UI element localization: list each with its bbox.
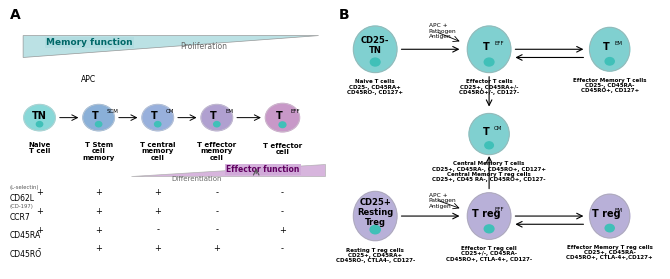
Text: +: + bbox=[279, 225, 286, 235]
Text: CD45RA: CD45RA bbox=[10, 231, 42, 240]
Text: CCR7: CCR7 bbox=[10, 213, 31, 222]
Text: EM: EM bbox=[614, 208, 622, 213]
Circle shape bbox=[484, 225, 494, 233]
Text: APC +
Pathogen
Antigen: APC + Pathogen Antigen bbox=[429, 193, 456, 209]
Text: -: - bbox=[281, 207, 284, 216]
Text: Effector T cells
CD25+, CD45RA+/-
CD45RO+/-, CD127-: Effector T cells CD25+, CD45RA+/- CD45RO… bbox=[459, 79, 519, 95]
Text: B: B bbox=[338, 8, 349, 22]
Circle shape bbox=[279, 122, 286, 128]
Ellipse shape bbox=[354, 191, 397, 241]
Text: +: + bbox=[154, 207, 161, 216]
Text: T effector
cell: T effector cell bbox=[263, 143, 302, 155]
Text: EM: EM bbox=[614, 41, 622, 46]
Ellipse shape bbox=[590, 27, 630, 71]
Text: APC +
Pathogen
Antigen: APC + Pathogen Antigen bbox=[429, 23, 456, 39]
Circle shape bbox=[485, 142, 493, 149]
Text: Memory function: Memory function bbox=[46, 38, 133, 47]
Text: Naive
T cell: Naive T cell bbox=[28, 142, 51, 154]
Text: CM: CM bbox=[494, 126, 502, 131]
Text: (L-selectin): (L-selectin) bbox=[10, 185, 40, 190]
Circle shape bbox=[265, 104, 299, 132]
Circle shape bbox=[484, 58, 494, 66]
Text: +: + bbox=[95, 225, 102, 235]
Text: T: T bbox=[92, 111, 98, 121]
Text: Central Memory T cells
CD25+, CD45RA-, CD45RO+, CD127+
Central Memory T reg cell: Central Memory T cells CD25+, CD45RA-, C… bbox=[432, 161, 546, 182]
Polygon shape bbox=[23, 36, 319, 57]
Text: EFF: EFF bbox=[494, 40, 504, 45]
Text: -: - bbox=[281, 244, 284, 253]
Text: T Stem
cell
memory: T Stem cell memory bbox=[82, 142, 115, 161]
Text: T: T bbox=[151, 111, 158, 121]
Circle shape bbox=[201, 105, 232, 131]
Text: T central
memory
cell: T central memory cell bbox=[140, 142, 176, 161]
Text: -: - bbox=[156, 225, 159, 235]
Text: +: + bbox=[95, 188, 102, 197]
Text: EFF: EFF bbox=[494, 207, 504, 212]
Text: SCM: SCM bbox=[107, 109, 119, 114]
Text: A: A bbox=[10, 8, 21, 22]
Circle shape bbox=[155, 122, 161, 127]
Text: Effector T reg cell
CD25+/-, CD45RA-
CD45RO+, CTLA-4+, CD127-: Effector T reg cell CD25+/-, CD45RA- CD4… bbox=[446, 246, 532, 261]
Circle shape bbox=[605, 57, 614, 65]
Text: -: - bbox=[215, 188, 218, 197]
Circle shape bbox=[370, 225, 381, 234]
Text: +: + bbox=[36, 207, 43, 216]
Text: -: - bbox=[215, 207, 218, 216]
Circle shape bbox=[214, 122, 220, 127]
Text: +: + bbox=[154, 244, 161, 253]
Text: EFF: EFF bbox=[291, 109, 300, 114]
Text: EM: EM bbox=[225, 109, 233, 114]
Text: T: T bbox=[210, 111, 217, 121]
Text: Proliferation: Proliferation bbox=[180, 42, 227, 51]
Text: CD45RO: CD45RO bbox=[10, 250, 42, 259]
Text: +: + bbox=[36, 225, 43, 235]
Text: +: + bbox=[95, 244, 102, 253]
Text: Resting T reg cells
CD25+, CD45RA+
CD45RO-, CTLA4-, CD127-: Resting T reg cells CD25+, CD45RA+ CD45R… bbox=[336, 247, 415, 263]
Text: +: + bbox=[36, 188, 43, 197]
Text: T: T bbox=[482, 127, 490, 137]
Text: -: - bbox=[38, 244, 41, 253]
Text: T reg: T reg bbox=[592, 209, 621, 219]
Text: Differentiation: Differentiation bbox=[172, 176, 222, 182]
Ellipse shape bbox=[469, 114, 509, 155]
Text: T: T bbox=[603, 42, 610, 52]
Text: -: - bbox=[281, 188, 284, 197]
Ellipse shape bbox=[468, 193, 511, 239]
Circle shape bbox=[23, 105, 56, 131]
Circle shape bbox=[83, 105, 115, 131]
Text: Effector Memory T cells
CD25-, CD45RA-
CD45RO+, CD127+: Effector Memory T cells CD25-, CD45RA- C… bbox=[573, 78, 647, 93]
Text: CM: CM bbox=[166, 109, 174, 114]
Text: +: + bbox=[154, 188, 161, 197]
Text: CD25-
TN: CD25- TN bbox=[361, 36, 389, 55]
Ellipse shape bbox=[354, 26, 397, 73]
Circle shape bbox=[95, 122, 102, 127]
Ellipse shape bbox=[590, 194, 630, 238]
Text: -: - bbox=[215, 225, 218, 235]
Circle shape bbox=[371, 58, 380, 66]
Text: Naive T cells
CD25-, CD45RA+
CD45RO-, CD127+: Naive T cells CD25-, CD45RA+ CD45RO-, CD… bbox=[347, 79, 403, 95]
Circle shape bbox=[605, 224, 614, 232]
Circle shape bbox=[36, 122, 43, 127]
Text: TN: TN bbox=[32, 111, 47, 121]
Text: T reg: T reg bbox=[472, 209, 500, 219]
Text: T: T bbox=[482, 42, 489, 52]
Circle shape bbox=[142, 105, 174, 131]
Text: +: + bbox=[95, 207, 102, 216]
Text: (CD-197): (CD-197) bbox=[10, 204, 34, 209]
Ellipse shape bbox=[468, 26, 511, 73]
Polygon shape bbox=[131, 164, 325, 176]
Text: Effector Memory T reg cells
CD25+, CD45RA-
CD45RO+, CTLA-4+,CD127+: Effector Memory T reg cells CD25+, CD45R… bbox=[566, 245, 653, 260]
Text: CD62L: CD62L bbox=[10, 194, 35, 203]
Text: Effector function: Effector function bbox=[226, 165, 299, 174]
Text: CD25+
Resting
Treg: CD25+ Resting Treg bbox=[357, 198, 393, 227]
Text: T: T bbox=[276, 111, 283, 121]
Text: +: + bbox=[213, 244, 220, 253]
Text: APC: APC bbox=[81, 75, 96, 84]
Text: T effector
memory
cell: T effector memory cell bbox=[197, 142, 237, 161]
